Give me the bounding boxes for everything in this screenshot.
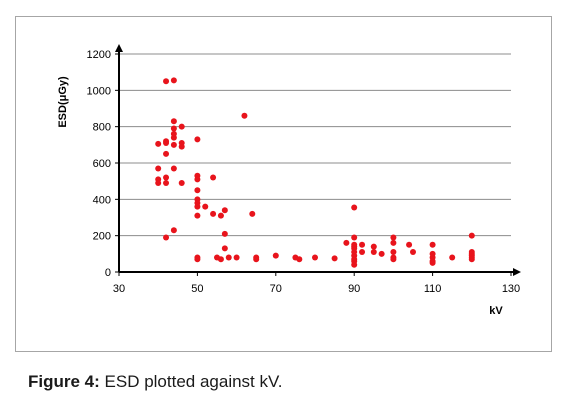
x-tick-label-110: 110 [424, 283, 442, 295]
data-point-33 [202, 203, 209, 210]
x-tick-label-70: 70 [270, 283, 282, 295]
data-point-44 [241, 112, 248, 119]
data-point-13 [170, 125, 177, 132]
data-point-70 [390, 239, 397, 246]
data-points [155, 77, 475, 268]
data-point-30 [194, 212, 201, 219]
data-point-64 [359, 241, 366, 248]
data-point-23 [194, 136, 201, 143]
data-point-80 [429, 259, 436, 266]
y-tick-label-800: 800 [93, 122, 111, 134]
data-point-67 [370, 249, 377, 256]
data-point-11 [170, 77, 177, 84]
data-point-65 [359, 249, 366, 256]
data-point-29 [194, 203, 201, 210]
figure-caption: Figure 4: ESD plotted against kV. [28, 372, 283, 392]
gridlines [119, 53, 511, 237]
data-point-26 [194, 187, 201, 194]
data-point-17 [170, 165, 177, 172]
data-point-19 [178, 123, 185, 130]
data-point-74 [406, 241, 413, 248]
y-axis-arrowhead [115, 44, 123, 52]
data-point-7 [163, 150, 170, 157]
data-point-0 [155, 140, 162, 147]
chart-frame: 0 200 400 600 800 1000 1200 30 50 70 90 110 130 ESD… [15, 16, 552, 352]
data-point-43 [233, 254, 240, 261]
axes [115, 44, 521, 276]
data-point-75 [410, 249, 416, 256]
data-point-54 [351, 204, 358, 211]
data-point-32 [194, 256, 201, 263]
y-tick-label-600: 600 [93, 158, 111, 170]
data-point-1 [155, 165, 162, 172]
data-point-39 [221, 207, 228, 214]
data-point-82 [468, 232, 475, 239]
data-point-34 [210, 174, 217, 181]
data-point-12 [170, 118, 177, 125]
y-tick-label-0: 0 [105, 267, 111, 279]
x-tick-labels: 30 50 70 90 110 130 [113, 272, 520, 295]
data-point-25 [194, 176, 201, 183]
data-point-9 [163, 179, 170, 186]
data-point-41 [221, 245, 228, 252]
data-point-37 [217, 212, 224, 219]
data-point-52 [331, 255, 338, 262]
data-point-22 [178, 179, 185, 186]
x-tick-label-130: 130 [502, 283, 520, 295]
figure-caption-text: ESD plotted against kV. [99, 372, 283, 391]
data-point-4 [163, 78, 170, 85]
data-point-63 [351, 261, 358, 268]
data-point-16 [170, 141, 177, 148]
data-point-3 [155, 179, 162, 186]
data-point-73 [390, 256, 397, 263]
data-point-35 [210, 210, 217, 217]
data-point-10 [163, 234, 170, 241]
data-point-47 [253, 256, 260, 263]
data-point-40 [221, 230, 228, 237]
data-point-50 [296, 256, 303, 263]
figure-caption-label: Figure 4: [28, 372, 100, 391]
data-point-87 [468, 256, 475, 263]
data-point-48 [272, 252, 279, 259]
scatter-chart: 0 200 400 600 800 1000 1200 30 50 70 90 110 130 ESD… [57, 44, 521, 317]
y-tick-label-1000: 1000 [87, 85, 111, 97]
data-point-18 [170, 227, 177, 234]
data-point-8 [163, 174, 170, 181]
x-tick-label-30: 30 [113, 283, 125, 295]
x-tick-label-50: 50 [191, 283, 203, 295]
x-axis-title: kV [489, 305, 503, 317]
y-tick-label-400: 400 [93, 194, 111, 206]
x-tick-label-90: 90 [348, 283, 360, 295]
data-point-42 [225, 254, 232, 261]
data-point-76 [429, 241, 436, 248]
data-point-66 [370, 243, 377, 250]
data-point-21 [178, 143, 185, 150]
y-axis-title: ESD(μGy) [57, 76, 69, 128]
data-point-15 [170, 134, 177, 141]
y-tick-label-1200: 1200 [87, 49, 111, 61]
data-point-71 [390, 249, 397, 256]
data-point-69 [390, 234, 397, 241]
y-tick-labels: 0 200 400 600 800 1000 1200 [87, 49, 119, 279]
data-point-51 [312, 254, 318, 261]
data-point-45 [249, 210, 256, 217]
x-axis-arrowhead [513, 268, 521, 276]
data-point-53 [343, 239, 350, 246]
data-point-81 [449, 254, 456, 261]
data-point-38 [217, 256, 224, 263]
data-point-68 [378, 250, 385, 257]
data-point-6 [163, 140, 170, 147]
y-tick-label-200: 200 [93, 231, 111, 243]
data-point-55 [351, 234, 358, 241]
